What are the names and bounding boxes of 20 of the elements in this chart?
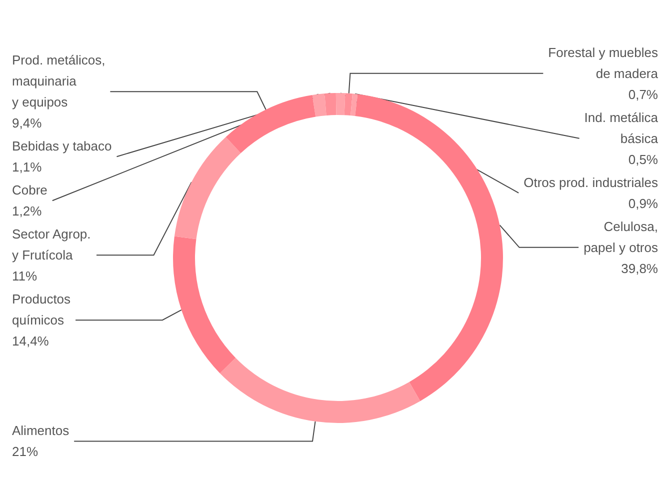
data-label: 1,1%	[12, 160, 42, 175]
data-label: 14,4%	[12, 334, 50, 349]
slice-label: Ind. metálica básica	[584, 110, 659, 146]
data-label: 39,8%	[621, 260, 658, 276]
slice-label: Celulosa, papel y otros	[584, 218, 658, 255]
slice-label: Alimentos	[12, 423, 70, 438]
data-label: 0,7%	[628, 86, 658, 102]
slice-label: Bebidas y tabaco	[12, 138, 112, 154]
slice-label: Otros prod. industriales	[524, 174, 658, 190]
slice-label: Productos químicos	[12, 292, 72, 328]
slice-label: Forestal y muebles de madera	[548, 44, 659, 81]
data-label: 0,5%	[628, 152, 658, 167]
data-label: 0,9%	[628, 196, 658, 211]
slice-label: Sector Agrop. y Frutícola	[12, 226, 91, 263]
data-label: 9,4%	[12, 116, 42, 131]
slice-label: Cobre	[12, 182, 48, 198]
slice-label: Prod. metálicos, maquinaria y equipos	[12, 52, 106, 110]
data-label: 11%	[12, 268, 38, 284]
data-label: 21%	[12, 444, 38, 460]
data-label: 1,2%	[12, 204, 42, 219]
